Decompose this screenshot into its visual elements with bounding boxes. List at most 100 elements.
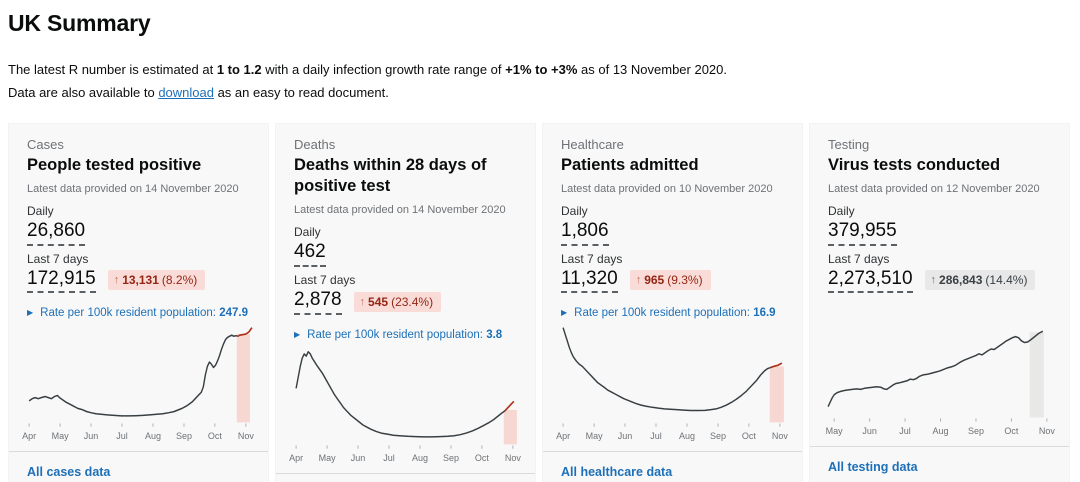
card-category: Cases <box>27 136 64 152</box>
month-label: May <box>51 431 69 442</box>
summary-card-deaths: Deaths Deaths within 28 days of positive… <box>275 122 536 482</box>
rate-value: 247.9 <box>219 307 248 320</box>
month-label: Oct <box>474 452 489 463</box>
daily-value: 462 <box>294 240 326 268</box>
change-value: 965 <box>644 273 665 288</box>
month-label: Apr <box>22 431 37 442</box>
card-title: Virus tests conducted <box>828 155 1001 174</box>
month-label: Jul <box>899 425 911 436</box>
up-arrow-icon: ↑ <box>359 295 366 308</box>
month-axis: Apr May Jun Jul Aug Sep Oct Nov <box>288 453 523 466</box>
healthcare-sparkline <box>562 327 784 428</box>
rate-per-100k-toggle[interactable]: ▶ Rate per 100k resident population: 16.… <box>561 307 776 320</box>
month-axis: Apr May Jun Jul Aug Sep Oct Nov <box>555 431 790 444</box>
card-category: Testing <box>828 136 870 152</box>
latest-data-note: Latest data provided on 10 November 2020 <box>561 182 773 195</box>
week-value: 11,320 <box>561 267 618 294</box>
month-label: May <box>585 431 603 442</box>
week-label: Last 7 days <box>561 251 623 266</box>
all-testing-data-link[interactable]: All testing data <box>828 459 918 474</box>
download-link[interactable]: download <box>158 84 214 100</box>
month-label: Nov <box>1038 425 1055 436</box>
month-label: May <box>825 425 843 436</box>
up-arrow-icon: ↑ <box>930 274 937 287</box>
month-label: Sep <box>442 452 459 463</box>
testing-chart: May Jun Jul Aug Sep Oct Nov <box>810 314 1069 439</box>
month-label: Nov <box>237 431 254 442</box>
month-label: Apr <box>289 452 304 463</box>
month-label: Sep <box>175 431 192 442</box>
daily-label: Daily <box>27 203 54 218</box>
latest-data-note: Latest data provided on 14 November 2020 <box>294 204 506 217</box>
month-label: Aug <box>144 431 161 442</box>
month-label: Oct <box>741 431 756 442</box>
month-label: Aug <box>932 425 949 436</box>
rate-value: 16.9 <box>753 307 776 320</box>
change-badge: ↑ 965 (9.3%) <box>629 270 711 291</box>
month-axis: Apr May Jun Jul Aug Sep Oct Nov <box>21 431 256 444</box>
week-label: Last 7 days <box>27 251 89 266</box>
change-badge: ↑ 286,843 (14.4%) <box>924 270 1036 291</box>
triangle-right-icon: ▶ <box>27 308 34 318</box>
daily-label: Daily <box>294 225 321 240</box>
month-label: Oct <box>1004 425 1019 436</box>
daily-value: 1,806 <box>561 219 609 246</box>
change-percent: (8.2%) <box>161 273 198 288</box>
month-label: Jul <box>650 431 662 442</box>
triangle-right-icon: ▶ <box>561 308 568 318</box>
change-badge: ↑ 13,131 (8.2%) <box>107 270 206 291</box>
rate-value: 3.8 <box>486 328 503 341</box>
month-axis: May Jun Jul Aug Sep Oct Nov <box>822 426 1057 439</box>
month-label: Oct <box>207 431 222 442</box>
month-label: Jul <box>116 431 128 442</box>
summary-card-testing: Testing Virus tests conducted Latest dat… <box>809 122 1070 482</box>
card-category: Healthcare <box>561 136 624 152</box>
r-number-text: The latest R number is estimated at 1 to… <box>8 62 727 77</box>
all-cases-data-link[interactable]: All cases data <box>27 465 111 480</box>
change-value: 545 <box>368 294 389 309</box>
all-healthcare-data-link[interactable]: All healthcare data <box>561 465 673 480</box>
daily-label: Daily <box>828 203 855 218</box>
month-label: May <box>318 452 336 463</box>
daily-label: Daily <box>561 203 588 218</box>
card-category: Deaths <box>294 136 336 152</box>
daily-value: 26,860 <box>27 219 86 246</box>
change-value: 13,131 <box>122 273 159 288</box>
change-percent: (23.4%) <box>391 294 434 309</box>
rate-per-100k-toggle[interactable]: ▶ Rate per 100k resident population: 3.8 <box>294 328 503 341</box>
summary-cards: Cases People tested positive Latest data… <box>8 122 1080 482</box>
latest-data-note: Latest data provided on 14 November 2020 <box>27 182 239 195</box>
week-value: 172,915 <box>27 267 96 294</box>
download-text: Data are also available to download as a… <box>8 84 389 100</box>
month-label: Aug <box>411 452 428 463</box>
month-label: Apr <box>556 431 571 442</box>
card-title: Patients admitted <box>561 155 699 174</box>
month-label: Nov <box>504 452 521 463</box>
month-label: Sep <box>967 425 984 436</box>
cases-sparkline <box>28 327 253 428</box>
month-label: Aug <box>678 431 695 442</box>
month-label: Jun <box>617 431 633 442</box>
week-value: 2,273,510 <box>828 267 913 294</box>
change-percent: (9.3%) <box>667 273 703 288</box>
week-value: 2,878 <box>294 288 342 315</box>
card-title: Deaths within 28 days of positive test <box>294 155 487 195</box>
month-label: Nov <box>771 431 788 442</box>
month-label: Jun <box>862 425 877 436</box>
week-label: Last 7 days <box>294 273 356 288</box>
testing-sparkline <box>827 330 1048 422</box>
summary-card-cases: Cases People tested positive Latest data… <box>8 122 269 482</box>
change-percent: (14.4%) <box>985 273 1028 288</box>
healthcare-chart: Apr May Jun Jul Aug Sep Oct Nov <box>543 319 802 444</box>
month-label: Jul <box>383 452 395 463</box>
cases-chart: Apr May Jun Jul Aug Sep Oct Nov <box>9 319 268 444</box>
month-label: Jun <box>350 452 366 463</box>
change-badge: ↑ 545 (23.4%) <box>353 291 442 312</box>
month-label: Jun <box>83 431 99 442</box>
week-label: Last 7 days <box>828 251 890 266</box>
page-title: UK Summary <box>8 10 151 36</box>
rate-per-100k-toggle[interactable]: ▶ Rate per 100k resident population: 247… <box>27 307 248 320</box>
deaths-chart: Apr May Jun Jul Aug Sep Oct Nov <box>276 341 535 466</box>
month-label: Sep <box>709 431 726 442</box>
